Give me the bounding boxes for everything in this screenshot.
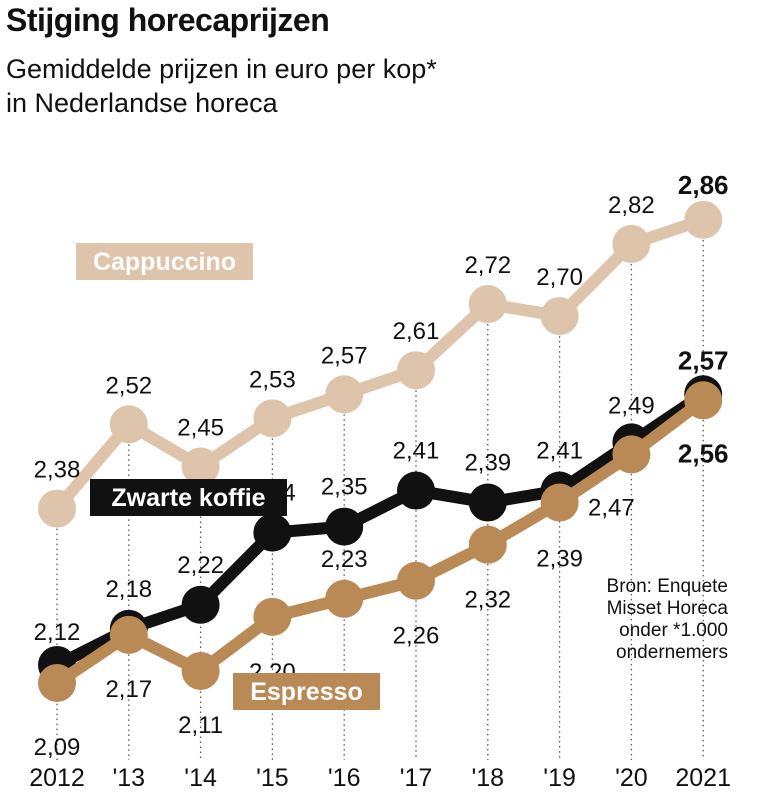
series-label-espresso-box	[233, 673, 380, 710]
data-label: 2,57	[321, 342, 368, 369]
data-point	[181, 585, 220, 624]
series-label-zwarte-koffie-box	[90, 479, 287, 516]
x-tick-label: '16	[328, 764, 361, 792]
data-point	[38, 489, 76, 528]
data-point	[325, 579, 364, 618]
data-label: 2,12	[34, 619, 81, 646]
data-point	[397, 471, 435, 510]
data-point	[253, 513, 292, 552]
subtitle: Gemiddelde prijzen in euro per kop* in N…	[6, 52, 526, 120]
data-label: 2,39	[464, 450, 511, 477]
data-point	[397, 351, 435, 390]
data-point	[397, 561, 435, 600]
series-label-cappuccino-box	[76, 243, 253, 280]
data-label: 2,53	[249, 366, 296, 393]
data-label: 2,45	[177, 414, 224, 441]
data-label: 2,41	[393, 438, 440, 465]
source-line-1: Bron: Enquete	[606, 576, 728, 597]
data-point	[253, 399, 292, 438]
x-tick-label: '20	[615, 764, 648, 792]
data-label: 2,82	[608, 192, 655, 219]
source-line-3: onder *1.000	[619, 620, 728, 641]
data-point	[109, 615, 148, 654]
data-point	[109, 405, 148, 444]
x-tick-label: '19	[543, 764, 576, 792]
source-line-2: Misset Horeca	[606, 598, 728, 619]
x-tick-label: '13	[113, 764, 146, 792]
data-label: 2,70	[536, 264, 583, 291]
data-point	[325, 375, 364, 414]
data-label: 2,47	[588, 494, 635, 521]
data-label: 2,35	[321, 474, 368, 501]
x-tick-label: '18	[472, 764, 505, 792]
data-label: 2,61	[393, 318, 440, 345]
data-point	[684, 200, 723, 239]
subtitle-line-2: in Nederlandse horeca	[6, 88, 278, 118]
data-point	[468, 525, 507, 564]
data-point	[468, 483, 507, 522]
data-label: 2,11	[178, 712, 223, 739]
data-label: 2,56	[678, 438, 729, 468]
data-label: 2,72	[464, 252, 511, 279]
series-label-espresso: Espresso	[250, 678, 363, 706]
data-point	[540, 483, 579, 522]
data-label: 2,26	[393, 623, 440, 650]
data-point	[468, 285, 507, 324]
data-point	[325, 507, 364, 546]
data-point	[540, 297, 579, 336]
data-label: 2,23	[321, 546, 368, 573]
data-label: 2,32	[464, 587, 511, 614]
series-line	[51, 388, 710, 671]
series-line	[51, 394, 710, 689]
x-tick-label: '14	[184, 764, 217, 792]
data-point	[612, 224, 651, 263]
x-tick-label: '15	[256, 764, 289, 792]
x-tick-label: 2012	[29, 764, 85, 792]
data-label: 2,22	[177, 552, 224, 579]
data-point	[181, 651, 220, 690]
series-label-cappuccino: Cappuccino	[93, 248, 236, 276]
data-point	[181, 447, 220, 486]
data-point	[253, 597, 292, 636]
data-label: 2,17	[105, 676, 152, 703]
data-label: 2,18	[105, 576, 152, 603]
data-label: 2,39	[536, 546, 583, 573]
x-tick-label: '17	[400, 764, 433, 792]
x-tick-label: 2021	[675, 764, 731, 792]
data-label: 2,09	[34, 734, 81, 761]
source-note: Bron: Enquete Misset Horeca onder *1.000…	[560, 576, 728, 664]
data-label: 2,57	[678, 345, 729, 375]
series-label-zwarte-koffie: Zwarte koffie	[111, 484, 265, 512]
data-label: 2,86	[678, 170, 729, 200]
subtitle-line-1: Gemiddelde prijzen in euro per kop*	[6, 54, 437, 84]
data-label: 2,52	[105, 372, 152, 399]
series-line	[51, 213, 710, 515]
data-label: 2,41	[536, 438, 583, 465]
data-label: 2,38	[34, 457, 81, 484]
page-title: Stijging horecaprijzen	[6, 2, 330, 38]
data-label: 2,49	[608, 392, 655, 419]
data-point	[684, 381, 723, 420]
data-point	[38, 664, 76, 702]
data-point	[612, 435, 651, 474]
source-line-4: ondernemers	[616, 642, 728, 663]
